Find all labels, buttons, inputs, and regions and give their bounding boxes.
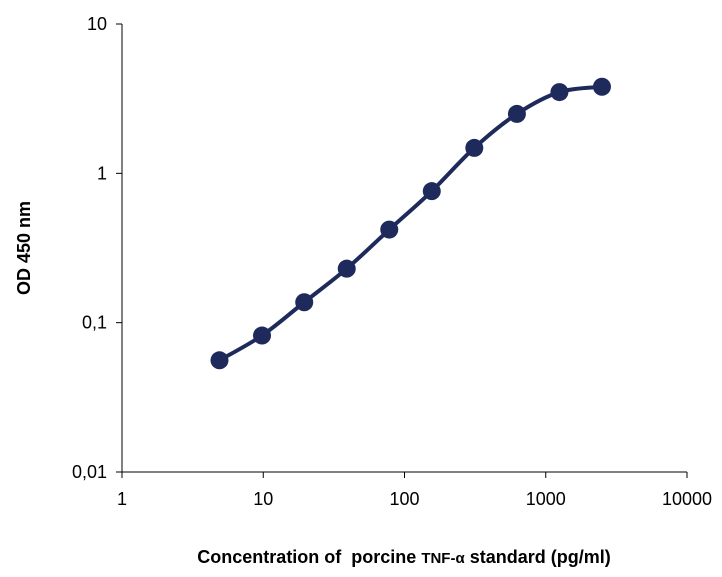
data-point (592, 77, 611, 96)
y-axis-title: OD 450 nm (14, 201, 34, 295)
y-ticks: 0,01 0,1 1 10 (72, 14, 122, 482)
data-point (253, 326, 272, 345)
data-point (507, 104, 526, 123)
data-point (337, 259, 356, 278)
data-point (210, 351, 229, 370)
data-point (550, 83, 569, 102)
data-point (295, 293, 314, 312)
x-tick-label: 100 (389, 489, 419, 509)
x-tick-label: 1000 (526, 489, 566, 509)
x-tick-label: 10 (253, 489, 273, 509)
data-point (380, 220, 399, 239)
series-line (217, 84, 604, 363)
x-axis-title-part-3: standard (pg/ml) (465, 547, 611, 567)
y-axis: 0,01 0,1 1 10 (72, 14, 123, 482)
y-tick-label: 0,1 (82, 313, 107, 333)
y-tick-label: 1 (97, 163, 107, 183)
y-tick-label: 10 (87, 14, 107, 34)
x-ticks: 1 10 100 1000 10000 (117, 472, 712, 509)
data-point (422, 182, 441, 201)
x-axis: 1 10 100 1000 10000 (117, 471, 712, 509)
series-layer (210, 77, 611, 370)
x-axis-title-part-1: Concentration of porcine (197, 547, 421, 567)
y-tick-label: 0,01 (72, 462, 107, 482)
x-tick-label: 1 (117, 489, 127, 509)
x-tick-label: 10000 (662, 489, 712, 509)
x-axis-title: Concentration of porcine TNF-α standard … (197, 547, 610, 567)
x-axis-title-part-2: TNF-α (421, 550, 465, 567)
data-point (465, 138, 484, 157)
